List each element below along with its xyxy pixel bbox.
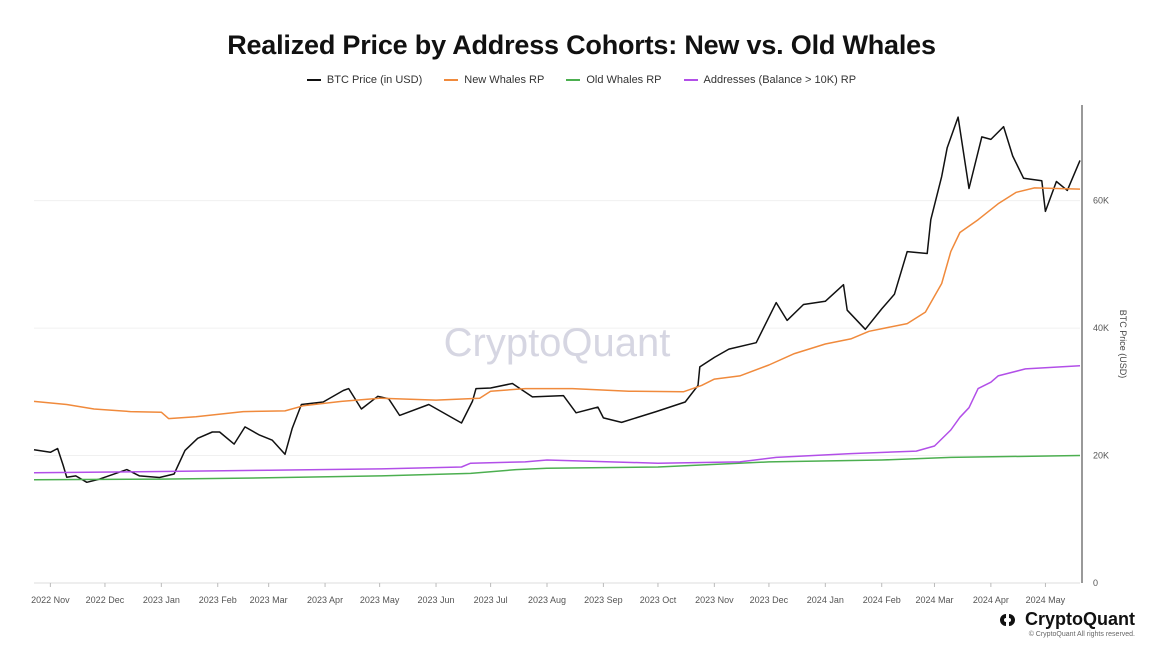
x-tick-label: 2023 May xyxy=(360,595,400,605)
x-tick-label: 2024 Apr xyxy=(973,595,1009,605)
grid-lines xyxy=(34,200,1080,457)
x-tick-label: 2022 Nov xyxy=(31,595,70,605)
x-tick-label: 2023 Jun xyxy=(418,595,455,605)
x-tick-label: 2023 Mar xyxy=(250,595,288,605)
x-tick-label: 2023 Dec xyxy=(750,595,789,605)
chart-title: Realized Price by Address Cohorts: New v… xyxy=(227,30,936,60)
legend-swatch-new-whales xyxy=(444,79,459,81)
x-axis-ticks: 2022 Nov 2022 Dec 2023 Jan 2023 Feb 2023 Mar… xyxy=(31,583,1066,605)
y-tick-label: 60K xyxy=(1093,196,1109,206)
x-tick-label: 2023 Jan xyxy=(143,595,180,605)
x-tick-label: 2023 Nov xyxy=(695,595,734,605)
axes xyxy=(34,105,1083,584)
y-tick-label: 20K xyxy=(1093,451,1109,461)
x-tick-label: 2023 Aug xyxy=(528,595,566,605)
x-tick-label: 2023 Sep xyxy=(584,595,623,605)
series-line xyxy=(33,187,1081,420)
legend-item-new-whales[interactable]: New Whales RP xyxy=(444,74,544,86)
x-tick-label: 2022 Dec xyxy=(86,595,125,605)
watermark-text: CryptoQuant xyxy=(444,321,671,365)
legend-label-old-whales: Old Whales RP xyxy=(586,74,662,86)
legend-item-large-addresses[interactable]: Addresses (Balance > 10K) RP xyxy=(683,74,857,86)
legend-swatch-old-whales xyxy=(566,79,581,81)
brand-logo-block: CryptoQuant xyxy=(997,609,1135,630)
series-line xyxy=(33,116,1081,484)
series-line xyxy=(33,454,1081,481)
x-tick-label: 2024 Mar xyxy=(915,595,953,605)
y-tick-label: 40K xyxy=(1093,323,1109,333)
chart-legend: BTC Price (in USD) New Whales RP Old Wha… xyxy=(0,74,1163,86)
y-tick-label: 0 xyxy=(1093,578,1098,588)
x-tick-label: 2024 Jan xyxy=(807,595,844,605)
x-tick-label: 2023 Apr xyxy=(307,595,343,605)
cryptoquant-logo-icon xyxy=(997,612,1019,628)
legend-swatch-btc-price xyxy=(306,79,321,81)
series-lines xyxy=(33,116,1081,484)
x-tick-label: 2023 Feb xyxy=(199,595,237,605)
x-tick-label: 2024 Feb xyxy=(863,595,901,605)
legend-swatch-large-addresses xyxy=(683,79,698,81)
brand-name: CryptoQuant xyxy=(1025,609,1135,629)
legend-label-new-whales: New Whales RP xyxy=(464,74,545,86)
legend-label-btc-price: BTC Price (in USD) xyxy=(326,74,423,86)
legend-item-old-whales[interactable]: Old Whales RP xyxy=(566,74,662,86)
legend-label-large-addresses: Addresses (Balance > 10K) RP xyxy=(703,74,857,86)
copyright-text: © CryptoQuant All rights reserved. xyxy=(1028,631,1135,638)
y-axis-ticks: 0 20K 40K 60K xyxy=(1093,196,1109,588)
series-line xyxy=(33,364,1081,474)
legend-item-btc-price[interactable]: BTC Price (in USD) xyxy=(306,74,423,86)
x-tick-label: 2023 Oct xyxy=(640,595,677,605)
y-axis-title: BTC Price (USD) xyxy=(1118,310,1128,379)
x-tick-label: 2024 May xyxy=(1026,595,1066,605)
x-tick-label: 2023 Jul xyxy=(474,595,508,605)
